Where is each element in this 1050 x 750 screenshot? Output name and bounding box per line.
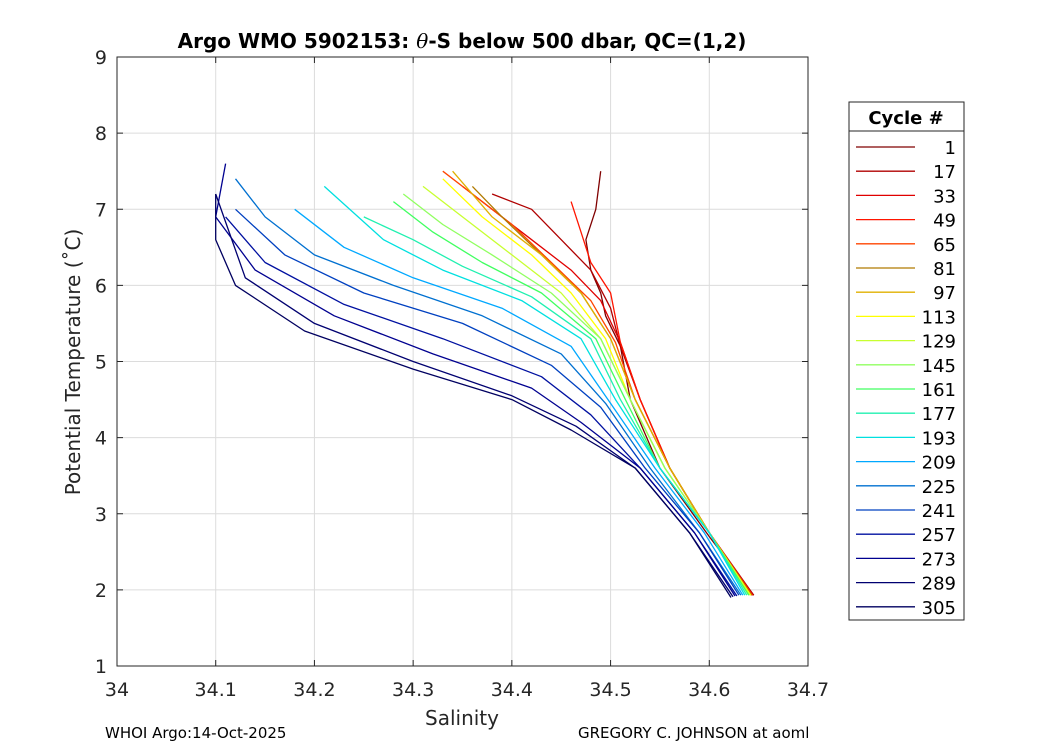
chart-title: Argo WMO 5902153: θ-S below 500 dbar, QC… [178,29,747,53]
legend-entry-label: 49 [933,211,956,232]
series-line-cycle-1 [585,171,755,596]
series-group [215,163,755,598]
y-tick-label: 6 [95,275,107,297]
legend-entry-label: 113 [922,307,956,328]
y-tick-label: 5 [95,352,107,374]
x-tick-label: 34.4 [491,679,533,701]
legend-entry-label: 145 [922,356,956,377]
y-axis-label: Potential Temperature (˚C) [61,229,85,496]
y-tick-label: 3 [95,504,107,526]
legend-entry-label: 305 [922,598,956,619]
legend-entry-label: 17 [933,162,956,183]
series-line-cycle-241 [235,208,740,596]
legend-entry-label: 177 [922,404,956,425]
series-line-cycle-193 [323,185,746,596]
x-tick-label: 34.7 [787,679,829,701]
x-axis-label: Salinity [425,706,499,730]
footer-credit-right: GREGORY C. JOHNSON at aoml [578,724,810,742]
legend-entry-label: 161 [922,380,956,401]
x-tick-label: 34.6 [688,679,730,701]
y-tick-label: 4 [95,428,107,450]
series-line-cycle-305 [215,194,732,598]
legend-entry-label: 257 [922,525,956,546]
legend-entry-label: 1 [945,138,956,159]
y-tick-label: 7 [95,199,107,221]
legend-title: Cycle # [868,108,943,129]
legend-entry-label: 97 [933,283,956,304]
x-tick-label: 34.1 [195,679,237,701]
series-line-cycle-225 [234,178,742,596]
footer-credit-left: WHOI Argo:14-Oct-2025 [105,724,287,742]
legend-entry-label: 209 [922,453,956,474]
legend-entry-label: 273 [922,549,956,570]
legend-entry-label: 129 [922,332,956,353]
x-tick-label: 34.3 [392,679,434,701]
legend-entry-label: 33 [933,186,956,207]
x-tick-label: 34.2 [293,679,335,701]
y-tick-label: 1 [95,656,107,678]
x-tick-label: 34 [105,679,129,701]
series-line-cycle-97 [452,170,752,596]
x-tick-label: 34.5 [589,679,631,701]
legend-entry-label: 289 [922,574,956,595]
series-line-cycle-145 [402,193,750,596]
legend-entry-label: 193 [922,428,956,449]
legend-entry-label: 81 [933,259,956,280]
legend-entry-label: 65 [933,235,956,256]
y-tick-label: 8 [95,123,107,145]
series-line-cycle-273 [215,163,736,597]
y-tick-label: 2 [95,580,107,602]
y-tick-label: 9 [95,47,107,69]
legend-entries: 1 17 33 49 65 81 97 113 129 145 161 177 193 209 225 241… [856,138,956,619]
series-line-cycle-209 [294,208,744,596]
legend-entry-label: 241 [922,501,956,522]
legend-entry-label: 225 [922,477,956,498]
legend: Cycle # 1 17 33 49 65 81 97 113 129 145 161 177 193 2… [848,101,965,621]
